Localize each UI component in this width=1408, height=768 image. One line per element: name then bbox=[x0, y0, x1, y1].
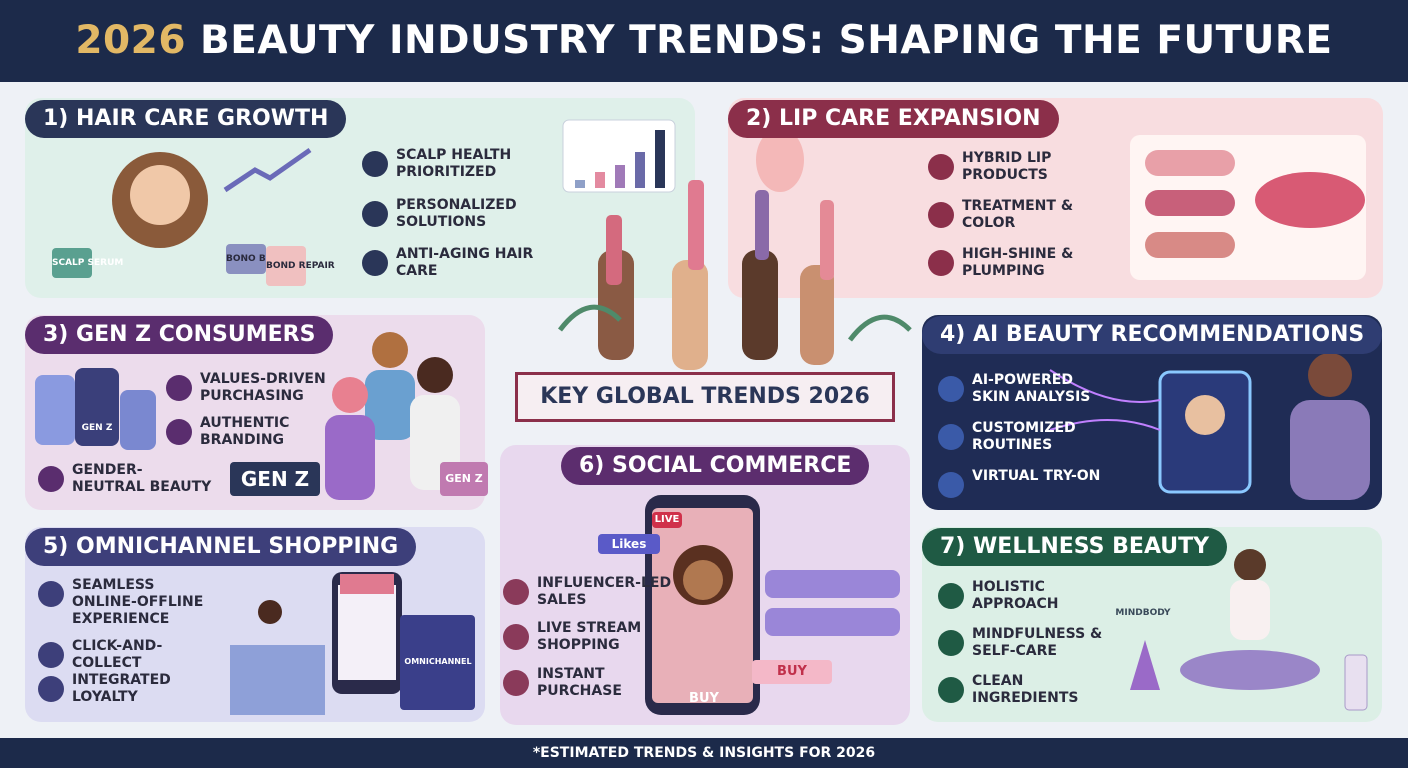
product-label: MINDBODY bbox=[1115, 608, 1171, 618]
center-banner: KEY GLOBAL TRENDS 2026 bbox=[515, 372, 895, 422]
item-text: LIVE STREAM SHOPPING bbox=[537, 620, 642, 653]
item-text: SEAMLESS ONLINE-OFFLINE EXPERIENCE bbox=[72, 577, 204, 627]
item-text: HOLISTIC APPROACH bbox=[972, 579, 1059, 612]
section-title: 6) SOCIAL COMMERCE bbox=[561, 447, 870, 485]
item-text: TREATMENT & COLOR bbox=[962, 198, 1074, 231]
item-icon bbox=[362, 201, 388, 227]
hands-illustration bbox=[558, 128, 912, 370]
item-text: INSTANT PURCHASE bbox=[537, 666, 622, 699]
item-icon bbox=[38, 581, 64, 607]
item-icon bbox=[38, 466, 64, 492]
product-label: BUY bbox=[752, 660, 832, 684]
product-label: OMNICHANNEL bbox=[404, 657, 472, 666]
item-icon bbox=[166, 375, 192, 401]
item-icon bbox=[938, 472, 964, 498]
product-label: GEN Z bbox=[81, 423, 113, 433]
item-text: VALUES-DRIVEN PURCHASING bbox=[200, 371, 326, 404]
section-title: 2) LIP CARE EXPANSION bbox=[728, 100, 1059, 138]
item-text: HYBRID LIP PRODUCTS bbox=[962, 150, 1052, 183]
item-text: CLEAN INGREDIENTS bbox=[972, 673, 1079, 706]
item-text: AI-POWERED SKIN ANALYSIS bbox=[972, 372, 1091, 405]
item-text: INTEGRATED LOYALTY bbox=[72, 672, 171, 705]
item-icon bbox=[938, 424, 964, 450]
item-text: CUSTOMIZED ROUTINES bbox=[972, 420, 1076, 453]
title: BEAUTY INDUSTRY TRENDS: SHAPING THE FUTU… bbox=[185, 18, 1333, 63]
item-text: VIRTUAL TRY-ON bbox=[972, 468, 1101, 484]
item-icon bbox=[938, 630, 964, 656]
item-icon bbox=[503, 579, 529, 605]
item-text: MINDFULNESS & SELF-CARE bbox=[972, 626, 1103, 659]
item-text: GENDER-NEUTRAL BEAUTY bbox=[72, 462, 212, 495]
product-label: GEN Z bbox=[440, 462, 488, 496]
item-icon bbox=[928, 202, 954, 228]
item-text: PERSONALIZED SOLUTIONS bbox=[396, 197, 517, 230]
item-icon bbox=[503, 670, 529, 696]
item-icon bbox=[503, 624, 529, 650]
product-label: Likes bbox=[598, 534, 660, 554]
product-label: GEN Z bbox=[230, 462, 320, 496]
item-text: HIGH-SHINE & PLUMPING bbox=[962, 246, 1074, 279]
item-icon bbox=[928, 250, 954, 276]
item-icon bbox=[38, 676, 64, 702]
item-text: CLICK-AND-COLLECT bbox=[72, 638, 163, 671]
title-year: 2026 bbox=[75, 18, 186, 63]
item-icon bbox=[938, 677, 964, 703]
footer: *ESTIMATED TRENDS & INSIGHTS FOR 2026 bbox=[0, 738, 1408, 768]
section-title: 7) WELLNESS BEAUTY bbox=[922, 528, 1228, 566]
item-text: AUTHENTIC BRANDING bbox=[200, 415, 290, 448]
item-icon bbox=[362, 250, 388, 276]
item-icon bbox=[938, 583, 964, 609]
section-title: 1) HAIR CARE GROWTH bbox=[25, 100, 347, 138]
item-text: SCALP HEALTH PRIORITIZED bbox=[396, 147, 512, 180]
item-text: ANTI-AGING HAIR CARE bbox=[396, 246, 534, 279]
item-text: INFLUENCER-LED SALES bbox=[537, 575, 672, 608]
item-icon bbox=[166, 419, 192, 445]
item-icon bbox=[362, 151, 388, 177]
product-label: BONO BERAIR bbox=[226, 244, 296, 274]
item-icon bbox=[38, 642, 64, 668]
header: 2026 BEAUTY INDUSTRY TRENDS: SHAPING THE… bbox=[0, 0, 1408, 82]
item-icon bbox=[938, 376, 964, 402]
item-icon bbox=[928, 154, 954, 180]
section-title: 4) AI BEAUTY RECOMMENDATIONS bbox=[922, 316, 1383, 354]
product-label: BUY bbox=[689, 691, 719, 706]
product-label: LIVE bbox=[652, 512, 682, 528]
product-label: SCALP SERUM bbox=[52, 248, 123, 278]
section-title: 3) GEN Z CONSUMERS bbox=[25, 316, 334, 354]
section-title: 5) OMNICHANNEL SHOPPING bbox=[25, 528, 417, 566]
product-label: BOND REPAIR bbox=[266, 246, 335, 286]
